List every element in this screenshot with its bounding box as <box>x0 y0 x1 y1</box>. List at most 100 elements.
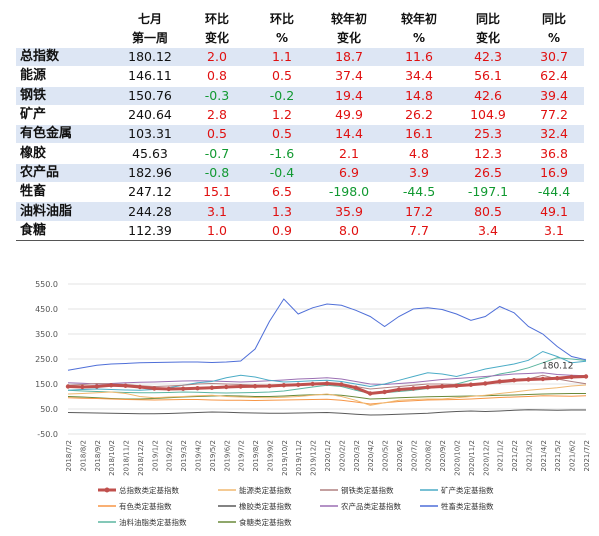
data-point <box>180 386 186 391</box>
table-cell: -197.1 <box>452 182 524 203</box>
data-point <box>137 384 143 390</box>
data-point <box>483 381 488 386</box>
data-point <box>252 384 258 389</box>
table-row: 能源 146.11 0.8 0.5 37.4 34.4 56.1 62.4 <box>16 66 584 87</box>
table-row: 钢铁 150.76 -0.3 -0.2 19.4 14.8 42.6 39.4 <box>16 86 584 106</box>
x-tick-label: 2021/7/2 <box>583 440 591 471</box>
table-cell: 62.4 <box>524 66 584 87</box>
x-tick-label: 2020/6/2 <box>396 440 404 471</box>
data-point <box>267 383 272 389</box>
x-tick-label: 2019/12/2 <box>310 440 318 476</box>
table-row: 牲畜 247.12 15.1 6.5 -198.0 -44.5 -197.1 -44.4 <box>16 182 584 203</box>
table-cell: -0.7 <box>182 143 252 164</box>
table-cell: 8.0 <box>312 221 386 241</box>
data-point <box>454 383 459 388</box>
column-header: 第一周 <box>131 31 168 45</box>
column-header: 较年初 <box>330 12 367 26</box>
table-cell: 244.28 <box>118 201 182 222</box>
last-value-annotation: 180.12 <box>542 362 574 372</box>
y-tick-label: 50.0 <box>40 405 58 414</box>
data-point <box>281 383 287 388</box>
legend-label: 有色类定基指数 <box>119 501 172 511</box>
legend-label: 食糖类定基指数 <box>239 517 292 527</box>
data-point <box>497 379 502 384</box>
data-point <box>324 381 330 386</box>
data-point <box>94 384 99 389</box>
x-tick-label: 2020/7/2 <box>410 440 418 471</box>
y-tick-labels: 550.0 450.0 350.0 250.0 150.0 50.0 -50.0 <box>35 280 58 439</box>
x-tick-label: 2019/5/2 <box>209 440 217 471</box>
x-tick-label: 2018/7/2 <box>65 440 73 471</box>
x-tick-label: 2018/10/2 <box>108 440 116 476</box>
data-point <box>224 384 229 390</box>
column-header: 变化 <box>475 31 500 45</box>
y-tick-label: 250.0 <box>35 355 58 364</box>
y-tick-label: -50.0 <box>37 430 58 439</box>
x-tick-label: 2019/9/2 <box>266 440 274 471</box>
legend-label: 牲畜类定基指数 <box>441 501 494 511</box>
table-cell: 42.3 <box>452 48 524 68</box>
table-cell: 14.4 <box>312 124 386 145</box>
data-point <box>425 385 430 390</box>
table-cell: 3.4 <box>452 221 524 241</box>
column-header: % <box>412 31 426 45</box>
data-point <box>382 389 387 395</box>
data-point <box>569 374 574 380</box>
data-point <box>540 376 546 382</box>
table-cell: 15.1 <box>182 182 252 203</box>
table-cell: 49.9 <box>312 105 386 126</box>
x-tick-label: 2020/5/2 <box>382 440 390 471</box>
row-label: 钢铁 <box>16 86 118 106</box>
table-row: 油料油脂 244.28 3.1 1.3 35.9 17.2 80.5 49.1 <box>16 201 584 222</box>
x-tick-label: 2021/5/2 <box>554 440 562 471</box>
legend-label: 矿产类定基指数 <box>441 485 494 495</box>
x-tick-label: 2021/6/2 <box>569 440 577 471</box>
column-header: 七月 <box>137 12 162 26</box>
column-header: 同比 <box>541 12 566 26</box>
x-tick-label: 2018/9/2 <box>94 440 102 471</box>
indices-table: 七月 环比 环比 较年初 较年初 同比 同比 第一周 变化% 变化% 变化% 总指数 180.12 2.… <box>16 10 584 241</box>
series-lines <box>65 298 589 416</box>
column-header: 较年初 <box>400 12 437 26</box>
table-cell: 180.12 <box>118 48 182 68</box>
table-cell: 0.8 <box>182 66 252 87</box>
column-header: 同比 <box>475 12 500 26</box>
table-cell: 56.1 <box>452 66 524 87</box>
data-point <box>439 384 445 389</box>
table-cell: 16.1 <box>386 124 452 145</box>
table-cell: 3.1 <box>524 221 584 241</box>
table-cell: 146.11 <box>118 66 182 87</box>
data-point <box>296 382 301 387</box>
x-tick-label: 2021/3/2 <box>525 440 533 471</box>
table-cell: 30.7 <box>524 48 584 68</box>
table-cell: 0.5 <box>252 66 312 87</box>
row-label: 能源 <box>16 66 118 87</box>
table-cell: 35.9 <box>312 201 386 222</box>
data-point <box>339 382 344 387</box>
x-tick-label: 2020/9/2 <box>439 440 447 471</box>
x-tick-label: 2020/8/2 <box>425 440 433 471</box>
table-cell: 1.1 <box>252 48 312 68</box>
index-line-chart: 550.0 450.0 350.0 250.0 150.0 50.0 -50.0 2018/… <box>35 280 591 527</box>
header-row: 七月 环比 环比 较年初 较年初 同比 同比 <box>16 10 584 29</box>
y-tick-label: 550.0 <box>35 280 58 289</box>
table-cell: -0.4 <box>252 163 312 184</box>
table-row: 农产品 182.96 -0.8 -0.4 6.9 3.9 26.5 16.9 <box>16 163 584 184</box>
table-cell: 240.64 <box>118 105 182 126</box>
table-cell: 36.8 <box>524 143 584 164</box>
x-tick-label: 2019/3/2 <box>180 440 188 471</box>
legend-label: 农产品类定基指数 <box>341 501 401 511</box>
legend-label: 油料油脂类定基指数 <box>119 517 187 527</box>
table-cell: 16.9 <box>524 163 584 184</box>
legend-label: 钢铁类定基指数 <box>341 485 394 495</box>
legend-label: 橡胶类定基指数 <box>239 501 292 511</box>
column-header: % <box>547 31 561 45</box>
column-header <box>16 29 118 48</box>
table-cell: 150.76 <box>118 86 182 106</box>
table-cell: 0.5 <box>252 124 312 145</box>
table-cell: 14.8 <box>386 86 452 106</box>
table-cell: -0.8 <box>182 163 252 184</box>
table-cell: -44.4 <box>524 182 584 203</box>
data-point <box>583 374 589 379</box>
data-point <box>195 386 200 391</box>
